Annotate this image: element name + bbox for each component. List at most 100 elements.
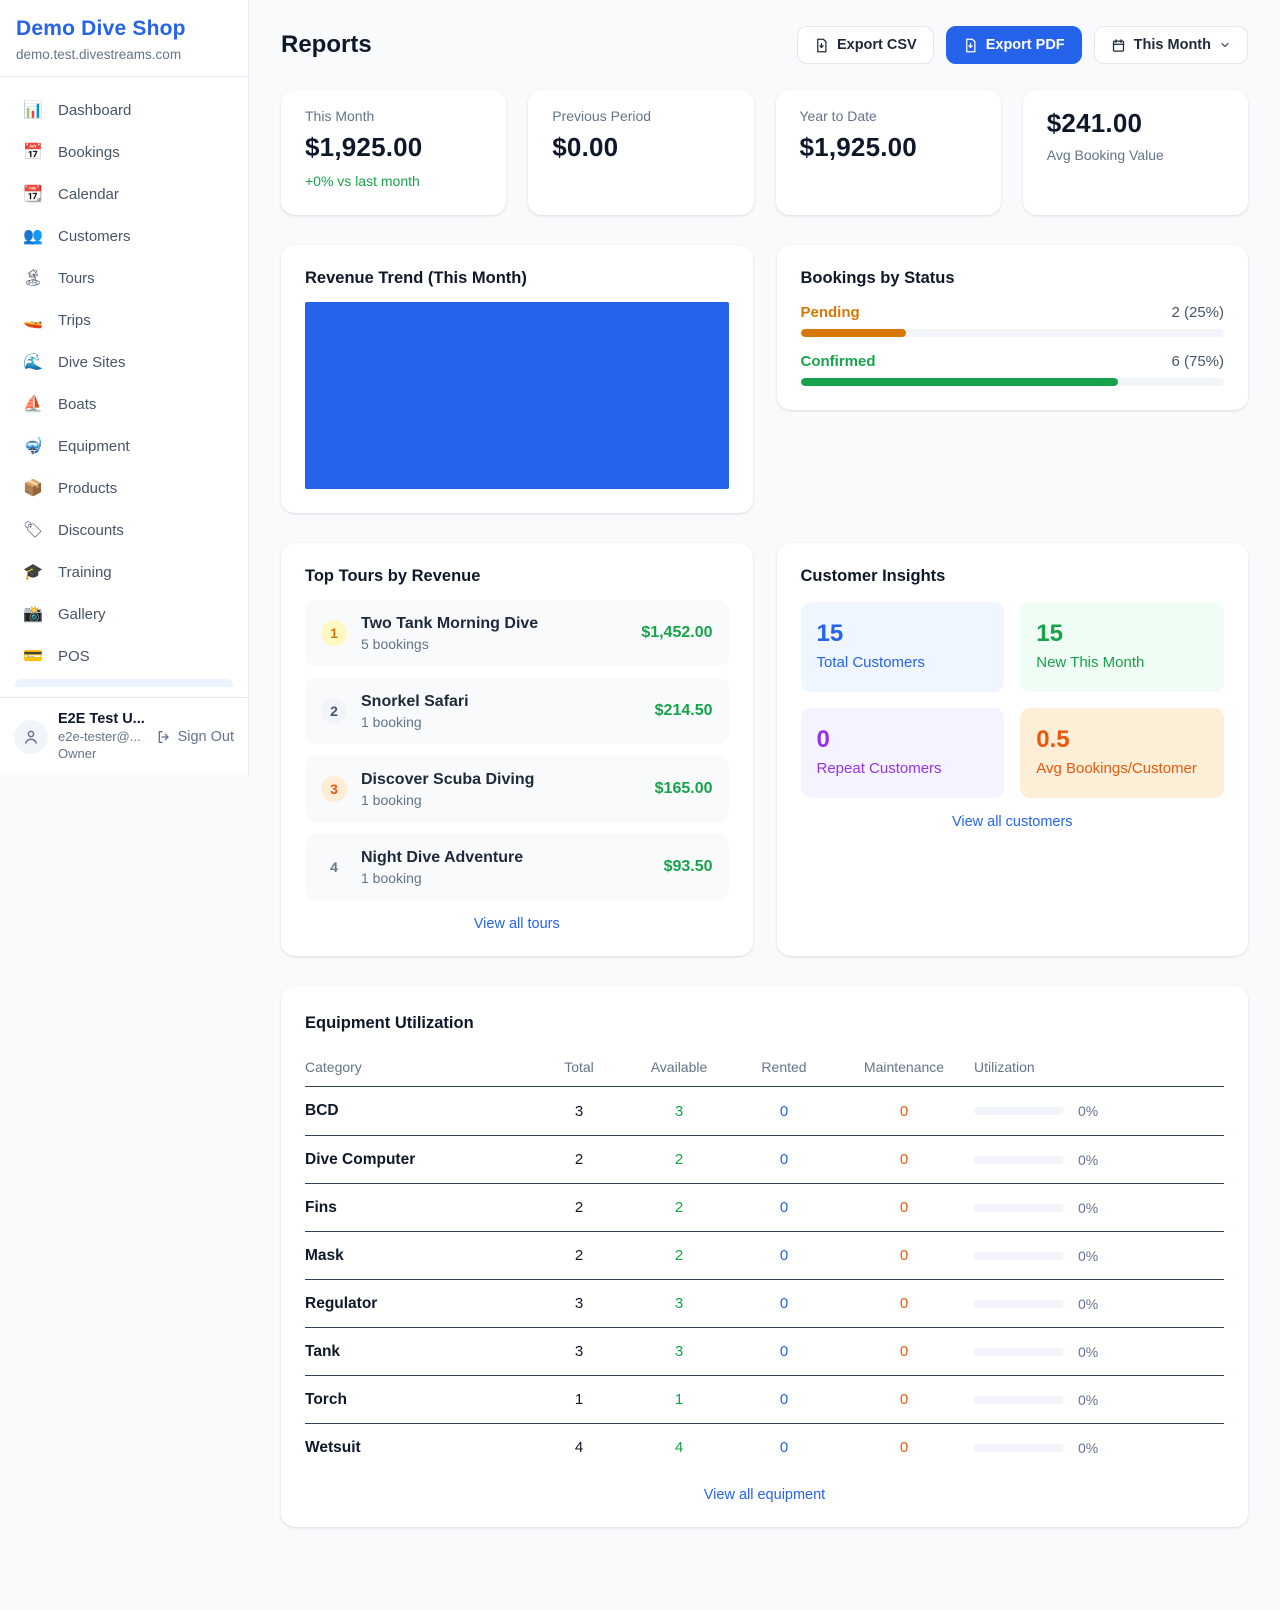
- equipment-category: Dive Computer: [305, 1150, 416, 1168]
- stat-card-avg-booking: $241.00 Avg Booking Value: [1022, 90, 1248, 215]
- export-pdf-label: Export PDF: [985, 37, 1065, 53]
- brand-title: Demo Dive Shop: [16, 17, 186, 40]
- sidebar-item-pos[interactable]: 💳 POS: [12, 637, 236, 675]
- export-csv-label: Export CSV: [836, 37, 917, 53]
- export-csv-button[interactable]: Export CSV: [796, 26, 934, 64]
- top-tours-card: Top Tours by Revenue 1 Two Tank Morning D…: [281, 543, 753, 956]
- brand-domain: demo.test.divestreams.com: [16, 47, 182, 62]
- sidebar-item-label: Tours: [58, 269, 95, 287]
- sidebar-item-dashboard[interactable]: 📊 Dashboard: [12, 91, 236, 129]
- status-progress-fill: [800, 329, 907, 337]
- period-selector[interactable]: This Month: [1093, 26, 1248, 64]
- equipment-table-header: Category Total Available Rented Maintenance U…: [305, 1047, 1224, 1087]
- sidebar-item-label: Training: [58, 563, 112, 581]
- products-icon: 📦: [23, 480, 43, 497]
- export-pdf-button[interactable]: Export PDF: [945, 26, 1082, 64]
- equipment-rented: 0: [779, 1247, 789, 1264]
- sidebar-item-tours[interactable]: 🏝 Tours: [12, 259, 236, 297]
- equipment-row-wetsuit: Wetsuit 4 4 0 0 0%: [305, 1423, 1224, 1471]
- tour-info: Snorkel Safari 1 booking: [361, 693, 469, 730]
- user-email: e2e-tester@...: [58, 729, 141, 745]
- utilization-bar: [974, 1203, 1064, 1212]
- utilization-bar: [974, 1395, 1064, 1404]
- tour-bookings: 1 booking: [361, 791, 422, 808]
- stat-label: Year to Date: [799, 108, 877, 124]
- sidebar-item-label: Equipment: [58, 437, 130, 455]
- dive-sites-icon: 🌊: [23, 354, 43, 371]
- chevron-down-icon: [1221, 42, 1229, 48]
- bookings-icon: 📅: [23, 144, 43, 161]
- equipment-rented: 0: [779, 1439, 789, 1456]
- utilization-percent: 0%: [1078, 1439, 1099, 1456]
- tour-row-snorkel-safari[interactable]: 2 Snorkel Safari 1 booking $214.50: [305, 678, 729, 744]
- status-progress-track: [800, 329, 1224, 337]
- sidebar-item-calendar[interactable]: 📆 Calendar: [12, 175, 236, 213]
- view-all-tours-link[interactable]: View all tours: [473, 916, 560, 932]
- sidebar-item-training[interactable]: 🎓 Training: [12, 553, 236, 591]
- sidebar-item-customers[interactable]: 👥 Customers: [12, 217, 236, 255]
- tour-info: Two Tank Morning Dive 5 bookings: [361, 615, 538, 652]
- sidebar-item-discounts[interactable]: 🏷 Discounts: [12, 511, 236, 549]
- utilization-percent: 0%: [1078, 1151, 1099, 1168]
- equipment-maintenance: 0: [899, 1247, 909, 1264]
- equipment-row-torch: Torch 1 1 0 0 0%: [305, 1375, 1224, 1423]
- equipment-rented: 0: [779, 1199, 789, 1216]
- stat-label: Avg Booking Value: [1046, 147, 1164, 163]
- insight-value: 0: [816, 726, 830, 753]
- sidebar-item-trips[interactable]: 🚤 Trips: [12, 301, 236, 339]
- equipment-total: 4: [574, 1439, 584, 1456]
- main-content: Reports Export CSV Export PDF This Month: [249, 0, 1280, 1610]
- equipment-rented: 0: [779, 1391, 789, 1408]
- insights-grid: 15 Total Customers 15 New This Month 0 Repeat…: [800, 602, 1224, 798]
- equipment-table: Category Total Available Rented Maintenance U…: [305, 1047, 1224, 1471]
- charts-row: Revenue Trend (This Month) Bookings by S…: [281, 245, 1248, 513]
- tour-row-two-tank-morning-dive[interactable]: 1 Two Tank Morning Dive 5 bookings $1,452.0…: [305, 600, 729, 666]
- tour-bookings: 5 bookings: [361, 635, 429, 652]
- view-all-equipment-link[interactable]: View all equipment: [703, 1487, 826, 1503]
- utilization-bar: [974, 1107, 1064, 1115]
- equipment-maintenance: 0: [899, 1199, 909, 1216]
- customers-icon: 👥: [23, 228, 43, 245]
- sidebar-user-footer: E2E Test U... e2e-tester@... Owner Sign …: [0, 697, 248, 775]
- sidebar-item-label: Calendar: [58, 185, 119, 203]
- sidebar-item-equipment[interactable]: 🤿 Equipment: [12, 427, 236, 465]
- sidebar-item-gallery[interactable]: 📸 Gallery: [12, 595, 236, 633]
- gallery-icon: 📸: [23, 606, 43, 623]
- equipment-total: 3: [574, 1343, 584, 1360]
- header-actions: Export CSV Export PDF This Month: [796, 26, 1248, 64]
- equipment-total: 1: [574, 1391, 584, 1408]
- sidebar-item-bookings[interactable]: 📅 Bookings: [12, 133, 236, 171]
- tours-icon: 🏝: [22, 270, 44, 287]
- equipment-row-bcd: BCD 3 3 0 0 0%: [305, 1087, 1224, 1135]
- tour-row-night-dive-adventure[interactable]: 4 Night Dive Adventure 1 booking $93.50: [305, 834, 729, 900]
- sidebar-active-item-partial[interactable]: [14, 679, 234, 687]
- status-row-top: Pending 2 (25%): [801, 304, 1225, 321]
- user-info: E2E Test U... e2e-tester@... Owner: [58, 710, 145, 763]
- tour-revenue: $165.00: [654, 780, 713, 797]
- equipment-available: 3: [674, 1295, 684, 1312]
- tour-revenue: $214.50: [654, 702, 713, 719]
- stat-value: $241.00: [1046, 108, 1143, 138]
- equipment-total: 3: [574, 1295, 584, 1312]
- sidebar-item-products[interactable]: 📦 Products: [12, 469, 236, 507]
- sidebar-nav: 📊 Dashboard 📅 Bookings 📆 Calendar 👥 Customers 🏝 T…: [0, 77, 248, 697]
- status-progress-fill: [800, 378, 1119, 386]
- file-download-icon: [817, 38, 827, 52]
- equipment-maintenance: 0: [899, 1343, 909, 1360]
- page-header: Reports Export CSV Export PDF This Month: [281, 26, 1248, 64]
- sidebar-item-boats[interactable]: ⛵ Boats: [12, 385, 236, 423]
- tour-row-discover-scuba-diving[interactable]: 3 Discover Scuba Diving 1 booking $165.00: [305, 756, 729, 822]
- status-list: Pending 2 (25%) Confirmed 6 (75%): [800, 304, 1225, 386]
- rank-badge: 3: [321, 776, 347, 802]
- insight-tile-repeat-customers: 0 Repeat Customers: [800, 708, 1005, 798]
- equipment-available: 2: [674, 1151, 684, 1168]
- sidebar-item-dive-sites[interactable]: 🌊 Dive Sites: [12, 343, 236, 381]
- person-icon: [25, 730, 37, 744]
- calendar-icon: 📆: [23, 186, 43, 203]
- stats-grid: This Month $1,925.00 +0% vs last month P…: [281, 90, 1248, 215]
- top-tours-title: Top Tours by Revenue: [305, 567, 481, 585]
- bookings-by-status-card: Bookings by Status Pending 2 (25%) Confirm…: [776, 245, 1248, 410]
- discounts-icon: 🏷: [22, 522, 44, 539]
- sign-out-button[interactable]: Sign Out: [156, 729, 234, 745]
- view-all-customers-link[interactable]: View all customers: [951, 814, 1073, 830]
